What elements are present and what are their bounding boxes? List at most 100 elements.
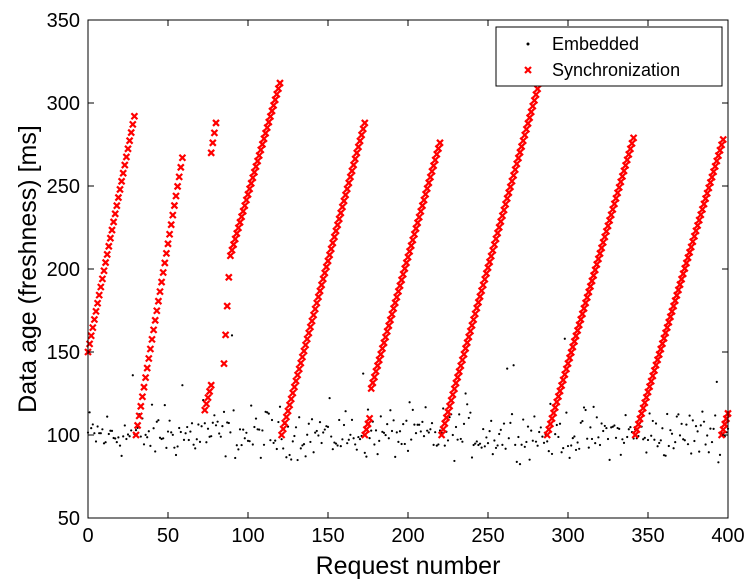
synchronization-point	[378, 344, 387, 353]
embedded-point	[312, 451, 315, 454]
embedded-point	[709, 427, 712, 430]
embedded-point	[502, 422, 506, 425]
synchronization-point	[436, 139, 444, 147]
embedded-point	[94, 440, 98, 443]
embedded-point	[707, 451, 710, 454]
embedded-point	[184, 432, 187, 435]
synchronization-point	[455, 367, 463, 376]
x-axis-title: Request number	[316, 552, 501, 580]
synchronization-point	[405, 247, 414, 256]
embedded-point	[442, 407, 445, 410]
embedded-point	[600, 422, 603, 425]
synchronization-point	[501, 200, 510, 209]
embedded-point	[434, 431, 437, 434]
embedded-point	[144, 433, 147, 436]
embedded-point	[245, 431, 248, 434]
embedded-point	[469, 411, 472, 414]
synchronization-point	[337, 209, 345, 217]
embedded-point	[618, 427, 621, 430]
embedded-point	[694, 425, 698, 428]
synchronization-point	[477, 286, 486, 295]
synchronization-point	[655, 350, 663, 359]
synchronization-point	[634, 420, 643, 429]
synchronization-point	[577, 315, 585, 324]
embedded-point	[462, 422, 466, 425]
embedded-point	[715, 380, 718, 383]
synchronization-point	[244, 190, 252, 199]
synchronization-point	[133, 421, 142, 430]
embedded-point	[341, 438, 344, 441]
synchronization-point	[441, 419, 449, 428]
synchronization-point	[226, 251, 235, 260]
synchronization-point	[580, 304, 588, 313]
synchronization-point	[509, 171, 518, 180]
synchronization-point	[415, 213, 423, 221]
embedded-point	[570, 444, 573, 447]
embedded-point	[155, 420, 158, 423]
embedded-point	[602, 429, 605, 433]
synchronization-point	[103, 250, 111, 259]
embedded-point	[219, 435, 222, 438]
synchronization-point	[274, 84, 283, 93]
embedded-point	[506, 367, 509, 370]
embedded-point	[158, 436, 162, 439]
embedded-point	[400, 442, 403, 446]
synchronization-point	[685, 248, 694, 257]
embedded-point	[146, 436, 149, 439]
embedded-point	[229, 431, 232, 434]
embedded-point	[205, 441, 208, 444]
embedded-point	[227, 421, 230, 425]
embedded-point	[243, 437, 246, 440]
embedded-point	[426, 429, 429, 432]
legend-label-synchronization: Synchronization	[552, 60, 680, 80]
synchronization-point	[399, 270, 407, 279]
embedded-point	[514, 443, 517, 446]
synchronization-point	[265, 118, 273, 126]
embedded-point	[490, 419, 493, 422]
embedded-point	[533, 415, 536, 418]
embedded-point	[314, 431, 317, 434]
legend-marker-synchronization	[524, 66, 532, 74]
embedded-point	[104, 441, 107, 444]
embedded-point	[408, 401, 411, 404]
embedded-point	[266, 411, 269, 414]
synchronization-point	[271, 96, 279, 104]
synchronization-point	[253, 157, 262, 165]
synchronization-point	[522, 125, 531, 134]
legend-dot	[526, 42, 530, 46]
synchronization-point	[266, 112, 275, 121]
embedded-point	[350, 418, 354, 421]
embedded-point	[523, 445, 526, 448]
embedded-point	[267, 412, 270, 415]
synchronization-point	[679, 270, 687, 278]
synchronization-point	[425, 179, 433, 187]
embedded-point	[651, 419, 654, 423]
synchronization-point	[484, 263, 492, 272]
synchronization-point	[242, 196, 251, 204]
embedded-point	[682, 438, 685, 441]
synchronization-point	[207, 381, 215, 389]
embedded-point	[354, 443, 357, 446]
synchronization-point	[290, 383, 299, 391]
embedded-point	[587, 446, 590, 449]
embedded-point	[384, 433, 387, 437]
synchronization-point	[703, 189, 711, 198]
synchronization-point	[639, 404, 647, 412]
embedded-point	[171, 433, 174, 436]
embedded-point	[419, 430, 422, 433]
embedded-point	[259, 456, 262, 459]
embedded-point	[306, 433, 309, 436]
synchronization-point	[706, 178, 715, 187]
embedded-point	[467, 416, 470, 420]
embedded-point	[277, 420, 280, 424]
embedded-point	[674, 441, 677, 444]
synchronization-point	[313, 299, 321, 307]
synchronization-point	[511, 165, 519, 174]
embedded-point	[376, 453, 379, 456]
embedded-point	[299, 447, 302, 450]
embedded-point	[474, 442, 477, 445]
synchronization-point	[689, 237, 697, 246]
embedded-point	[224, 455, 227, 458]
embedded-point	[512, 364, 515, 367]
embedded-point	[488, 429, 491, 433]
